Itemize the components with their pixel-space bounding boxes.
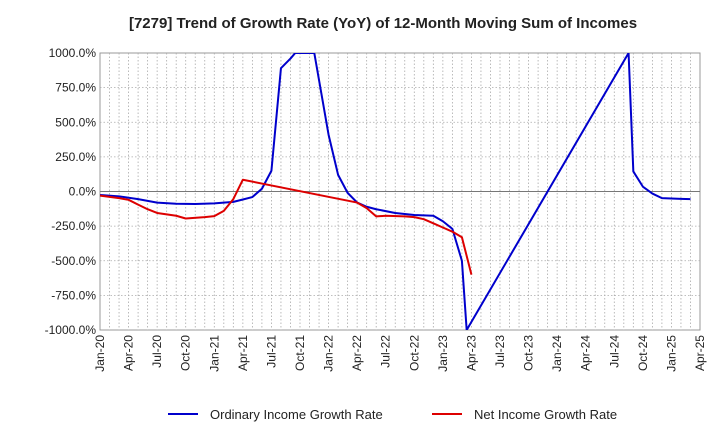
- x-tick-label: Jul-20: [150, 335, 164, 368]
- chart-title: [7279] Trend of Growth Rate (YoY) of 12-…: [129, 15, 637, 32]
- legend-label: Net Income Growth Rate: [474, 407, 617, 422]
- y-tick-label: -750.0%: [51, 288, 96, 302]
- x-tick-label: Jul-22: [379, 335, 393, 368]
- legend-label: Ordinary Income Growth Rate: [210, 407, 383, 422]
- x-tick-label: Jul-24: [607, 335, 621, 368]
- series-line-ordinary-income: [100, 53, 691, 330]
- x-tick-label: Jan-20: [93, 335, 107, 372]
- x-tick-label: Jan-23: [436, 335, 450, 372]
- y-tick-label: -1000.0%: [45, 323, 97, 337]
- x-axis: Jan-20 Apr-20 Jul-20 Oct-20 Jan-21 Apr-21 Jul-…: [93, 335, 707, 372]
- x-tick-label: Apr-23: [464, 335, 478, 371]
- x-tick-label: Jan-21: [207, 335, 221, 372]
- series-lines: [100, 53, 691, 330]
- y-tick-label: 1000.0%: [49, 46, 97, 60]
- grid: [99, 52, 701, 331]
- x-tick-label: Oct-21: [293, 335, 307, 371]
- x-tick-label: Apr-22: [350, 335, 364, 371]
- x-tick-label: Apr-24: [579, 335, 593, 371]
- x-tick-label: Apr-25: [693, 335, 707, 371]
- y-tick-label: 750.0%: [55, 81, 96, 95]
- x-tick-label: Oct-20: [179, 335, 193, 371]
- y-tick-label: 250.0%: [55, 150, 96, 164]
- y-tick-label: 0.0%: [69, 185, 97, 199]
- y-tick-label: 500.0%: [55, 115, 96, 129]
- legend: Ordinary Income Growth Rate Net Income Gr…: [168, 407, 617, 422]
- x-tick-label: Jan-25: [664, 335, 678, 372]
- y-tick-label: -500.0%: [51, 254, 96, 268]
- x-tick-label: Oct-22: [407, 335, 421, 371]
- x-tick-label: Jan-22: [322, 335, 336, 372]
- series-line-net-income: [100, 178, 473, 275]
- x-tick-label: Jan-24: [550, 335, 564, 372]
- x-tick-label: Apr-20: [122, 335, 136, 371]
- y-tick-label: -250.0%: [51, 219, 96, 233]
- x-tick-label: Oct-23: [522, 335, 536, 371]
- x-tick-label: Apr-21: [236, 335, 250, 371]
- x-tick-label: Oct-24: [636, 335, 650, 371]
- y-axis: 1000.0% 750.0% 500.0% 250.0% 0.0% -250.0% -500…: [45, 46, 97, 337]
- x-tick-label: Jul-21: [264, 335, 278, 368]
- x-tick-label: Jul-23: [493, 335, 507, 368]
